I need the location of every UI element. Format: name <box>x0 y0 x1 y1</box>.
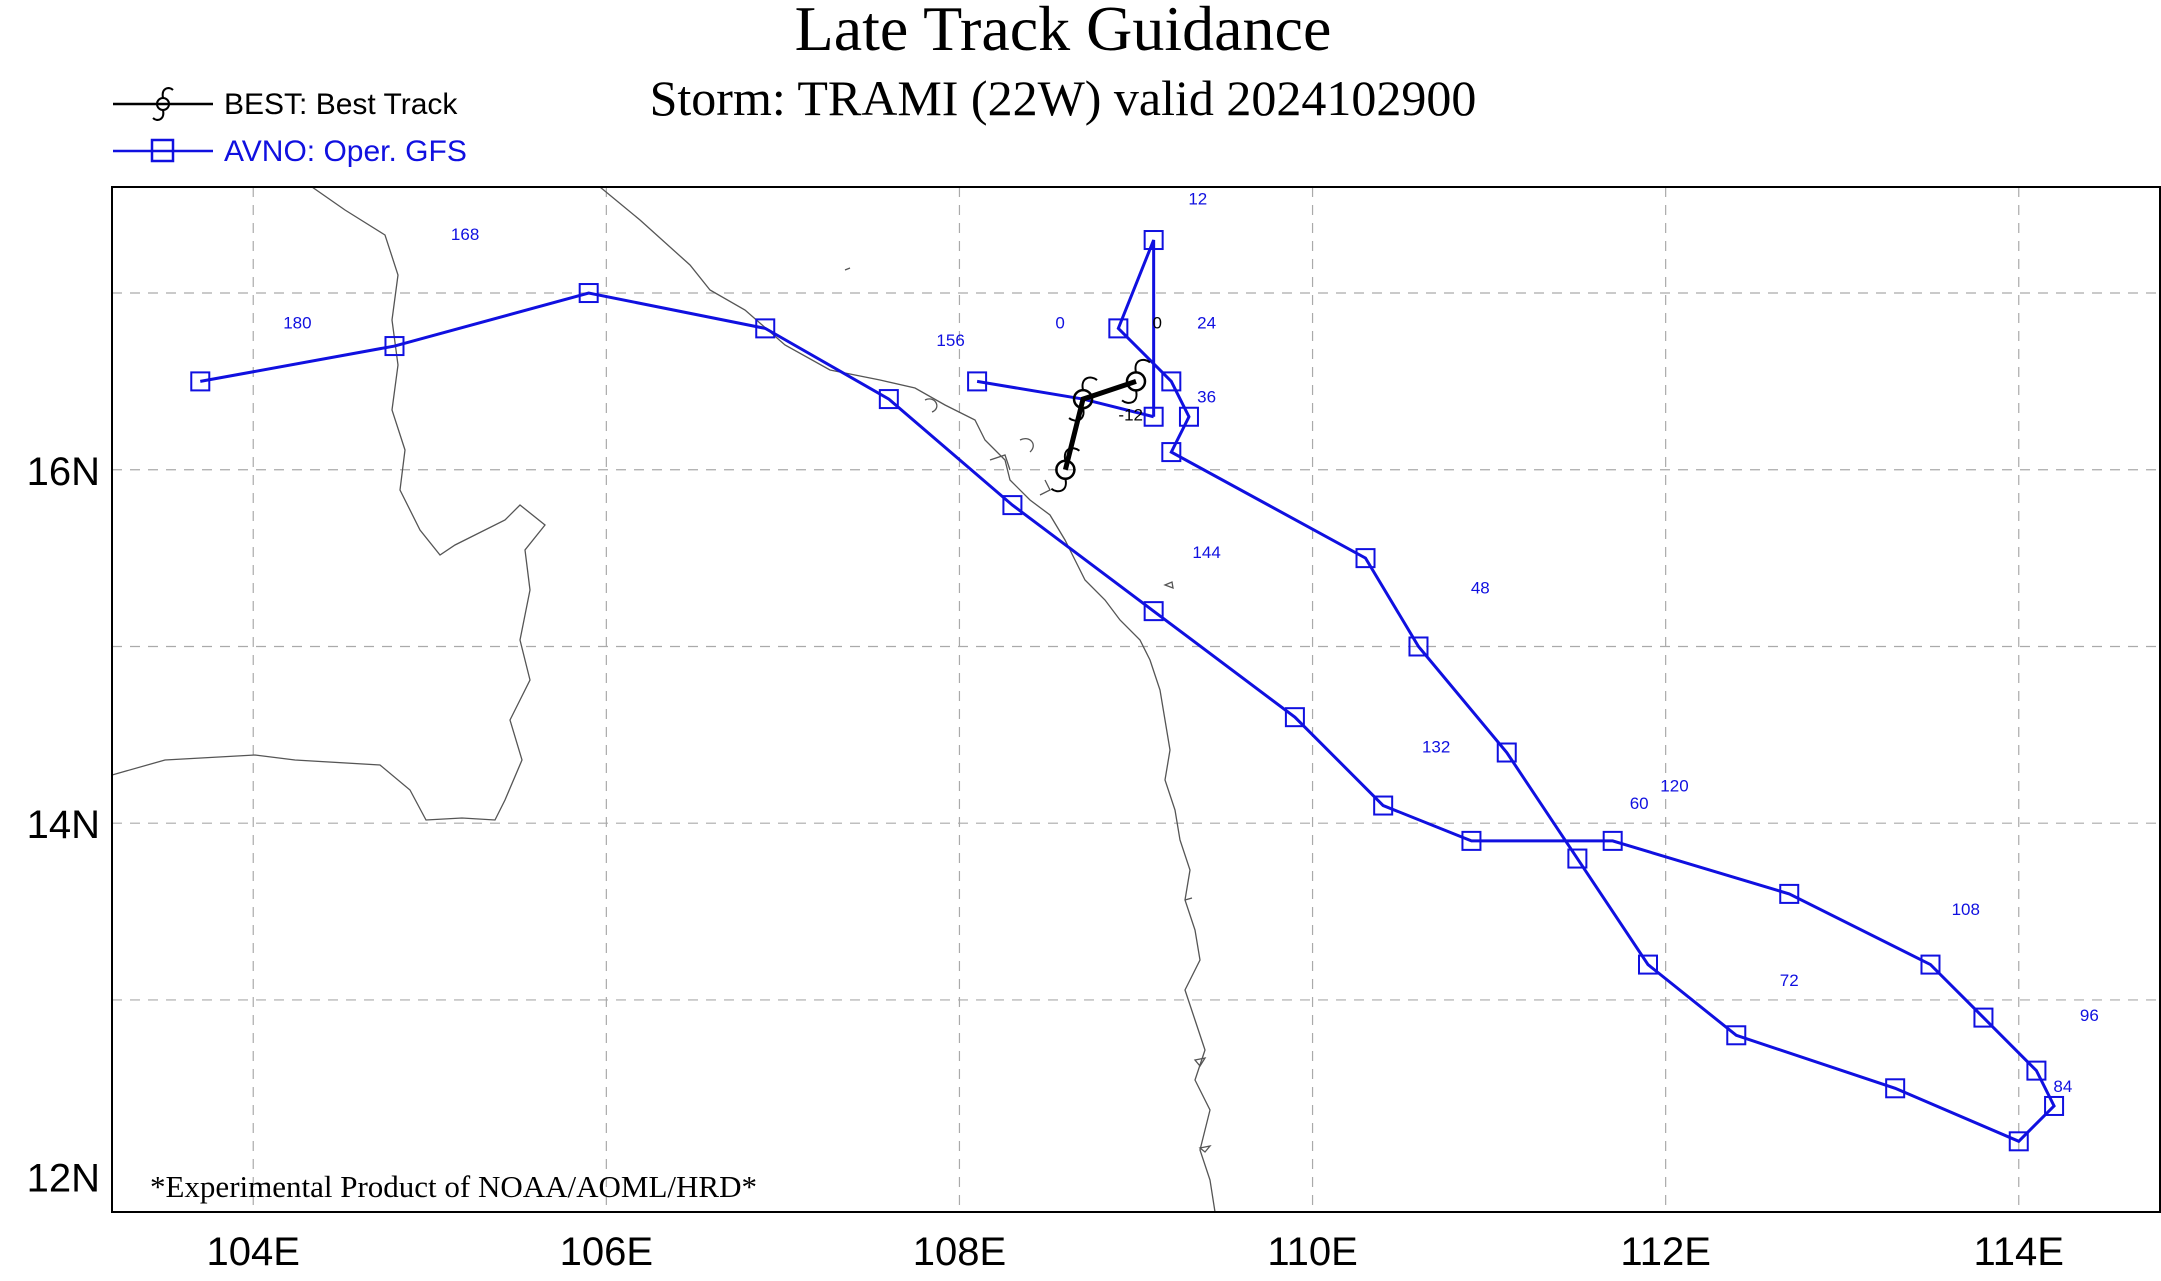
avno-track-point <box>1973 1007 1994 1028</box>
avno-track-point <box>190 371 211 392</box>
avno-hour-label: 108 <box>1952 900 1980 919</box>
avno-track-point <box>1885 1078 1906 1099</box>
avno-track-point <box>2008 1131 2029 1152</box>
avno-track-point <box>878 389 899 410</box>
avno-track-point <box>1161 442 1182 463</box>
page-title: Late Track Guidance <box>795 0 1332 64</box>
page-subtitle: Storm: TRAMI (22W) valid 2024102900 <box>650 70 1477 126</box>
avno-track-point <box>1408 636 1429 657</box>
axis-labels: 104E 106E 108E 110E 112E 114E 12N 14N 16N <box>27 450 2064 1274</box>
avno-track-point <box>1002 495 1023 516</box>
avno-hour-label: 12 <box>1188 190 1207 209</box>
avno-hour-label: 24 <box>1197 313 1216 332</box>
avno-track-point <box>1602 830 1623 851</box>
avno-track-point <box>967 371 988 392</box>
avno-track-point <box>1355 548 1376 569</box>
avno-track-point <box>1373 795 1394 816</box>
avno-track-point <box>1638 954 1658 975</box>
x-tick-label: 110E <box>1267 1230 1357 1274</box>
footnote: *Experimental Product of NOAA/AOML/HRD* <box>150 1169 757 1204</box>
y-tick-label: 16N <box>27 450 100 494</box>
hurricane-symbol-icon <box>152 87 174 121</box>
x-tick-label: 104E <box>207 1230 300 1274</box>
avno-hour-label: 96 <box>2080 1006 2099 1025</box>
avno-track-point <box>1178 406 1199 427</box>
avno-track-point <box>1143 406 1164 427</box>
avno-hour-label: 36 <box>1197 388 1216 407</box>
avno-hour-label: 144 <box>1192 543 1220 562</box>
avno-track-point <box>384 336 405 357</box>
best-hour-label: -12 <box>1118 405 1143 424</box>
avno-track-point <box>1726 1025 1747 1046</box>
tracks <box>190 230 2065 1152</box>
avno-track-line <box>200 239 2056 1144</box>
x-tick-label: 106E <box>560 1230 653 1274</box>
legend-item-avno: AVNO: Oper. GFS <box>113 135 467 168</box>
x-tick-label: 108E <box>913 1230 1006 1274</box>
y-tick-label: 14N <box>27 803 100 847</box>
x-tick-label: 112E <box>1620 1230 1710 1274</box>
avno-track-point <box>1161 371 1182 392</box>
avno-track-point <box>1108 318 1129 339</box>
best-hour-label: 0 <box>1152 313 1161 332</box>
map-frame <box>111 186 2161 1213</box>
best-track-line <box>1062 379 1137 471</box>
avno-track-point <box>1779 883 1800 904</box>
avno-track-point <box>1567 848 1588 869</box>
avno-track-point <box>1920 954 1941 975</box>
avno-track-point <box>1143 230 1164 251</box>
avno-track-point <box>2026 1060 2047 1081</box>
avno-track-point <box>755 318 776 339</box>
avno-track-point <box>1461 830 1482 851</box>
avno-hour-label: 156 <box>936 331 964 350</box>
grid-lines <box>112 187 2160 1212</box>
avno-hour-label: 0 <box>1055 313 1064 332</box>
hurricane-symbol-icon <box>1121 358 1151 404</box>
avno-hour-label: 84 <box>2053 1077 2072 1096</box>
x-tick-label: 114E <box>1974 1230 2064 1274</box>
legend: BEST: Best Track AVNO: Oper. GFS <box>113 87 467 168</box>
avno-hour-label: 60 <box>1630 794 1649 813</box>
legend-item-best: BEST: Best Track <box>113 87 458 121</box>
avno-hour-label: 168 <box>451 225 479 244</box>
avno-hour-label: 48 <box>1471 578 1490 597</box>
y-tick-label: 12N <box>27 1157 100 1201</box>
avno-hour-label: 72 <box>1780 971 1799 990</box>
hurricane-symbol-icon <box>1068 376 1098 422</box>
avno-hour-label: 120 <box>1660 776 1688 795</box>
avno-track-point <box>1284 707 1305 728</box>
avno-hour-label: 132 <box>1422 738 1450 757</box>
avno-track-point <box>2044 1095 2065 1116</box>
avno-track-point <box>1143 601 1164 622</box>
hurricane-symbol-icon <box>1050 447 1081 493</box>
avno-track-point <box>1496 742 1517 763</box>
square-marker-icon <box>150 138 175 163</box>
legend-label-avno: AVNO: Oper. GFS <box>224 135 467 168</box>
coastline <box>112 187 1216 1212</box>
avno-hour-label: 180 <box>283 313 311 332</box>
avno-track-point <box>578 283 599 304</box>
legend-label-best: BEST: Best Track <box>224 88 458 121</box>
